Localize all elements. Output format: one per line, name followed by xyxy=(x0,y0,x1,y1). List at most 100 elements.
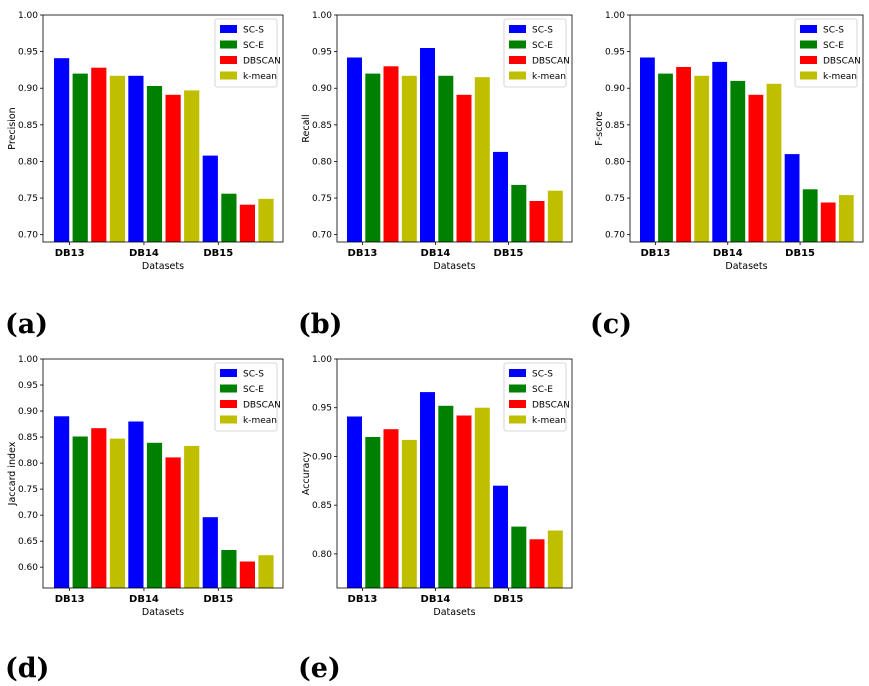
x-axis-label: Datasets xyxy=(142,607,184,618)
y-tick-label: 0.80 xyxy=(18,459,38,469)
legend-swatch xyxy=(220,25,237,33)
bar-k-mean-db15 xyxy=(258,555,274,588)
legend-label: SC-E xyxy=(823,41,844,51)
x-category-label: DB15 xyxy=(203,594,233,605)
y-axis-label: Precision xyxy=(7,107,18,149)
x-category-label: DB13 xyxy=(348,594,378,605)
bar-dbscan-db14 xyxy=(165,94,181,242)
bar-k-mean-db13 xyxy=(694,75,710,242)
x-category-label: DB13 xyxy=(55,594,85,605)
legend-swatch xyxy=(220,400,237,408)
bar-k-mean-db14 xyxy=(184,445,200,588)
bar-dbscan-db13 xyxy=(91,67,107,242)
legend-swatch xyxy=(800,25,817,33)
chart-panel-4: (d) 0.60 0.65 0.70 0.75 0.80 0.85 0.90 0.95 1.00 D… xyxy=(5,355,284,684)
legend-label: DBSCAN xyxy=(823,57,861,67)
y-tick-label: 0.70 xyxy=(312,231,332,241)
panel-label: (a) xyxy=(5,309,48,340)
y-tick-label: 0.70 xyxy=(18,231,38,241)
chart-panel-5: (e) 0.80 0.85 0.90 0.95 1.00 DB13 DB14 DB15 Datas… xyxy=(298,355,573,684)
bar-sc-s-db14 xyxy=(128,421,144,588)
x-category-label: DB15 xyxy=(494,594,524,605)
legend-label: SC-E xyxy=(243,385,264,395)
bar-sc-s-db13 xyxy=(54,58,70,243)
legend-label: SC-E xyxy=(532,385,553,395)
y-tick-label: 0.95 xyxy=(605,48,625,58)
legend-swatch xyxy=(220,384,237,393)
bar-sc-s-db13 xyxy=(640,57,655,242)
bar-k-mean-db15 xyxy=(258,198,274,242)
y-tick-label: 0.80 xyxy=(312,157,332,167)
x-category-label: DB15 xyxy=(203,248,233,259)
bar-sc-s-db15 xyxy=(493,151,508,242)
bar-k-mean-db14 xyxy=(184,90,200,243)
y-tick-label: 0.85 xyxy=(312,501,332,511)
y-tick-label: 0.75 xyxy=(18,485,38,495)
x-category-label: DB14 xyxy=(421,248,451,259)
y-tick-label: 0.90 xyxy=(312,84,332,94)
bar-sc-s-db14 xyxy=(128,75,144,242)
legend-swatch xyxy=(220,56,237,64)
panel-label: (c) xyxy=(590,309,632,340)
bar-sc-e-db13 xyxy=(365,437,381,588)
bar-sc-s-db13 xyxy=(347,57,362,242)
y-tick-label: 0.75 xyxy=(605,194,625,204)
legend-box xyxy=(503,18,567,88)
axes-frame xyxy=(336,358,573,589)
y-tick-label: 0.95 xyxy=(18,381,38,391)
bar-dbscan-db15 xyxy=(820,202,836,242)
bar-dbscan-db15 xyxy=(239,204,255,242)
y-tick-label: 1.00 xyxy=(312,11,332,21)
panel-label: (b) xyxy=(298,309,342,340)
legend-label: SC-E xyxy=(532,41,553,51)
legend-label: DBSCAN xyxy=(532,57,570,67)
y-tick-label: 0.90 xyxy=(18,84,38,94)
legend-label: k-mean xyxy=(243,72,277,82)
bar-dbscan-db13 xyxy=(676,67,691,242)
bar-sc-e-db15 xyxy=(221,550,237,588)
legend-swatch xyxy=(509,56,526,64)
x-category-label: DB13 xyxy=(55,248,85,259)
bar-sc-e-db15 xyxy=(511,526,527,588)
x-category-label: DB13 xyxy=(640,248,670,259)
bar-sc-s-db15 xyxy=(784,154,800,242)
y-tick-label: 1.00 xyxy=(312,355,332,365)
bar-dbscan-db13 xyxy=(91,428,107,588)
bar-sc-s-db13 xyxy=(347,416,362,588)
bar-k-mean-db14 xyxy=(474,77,490,242)
legend-label: DBSCAN xyxy=(243,57,281,67)
y-tick-label: 0.85 xyxy=(312,121,332,131)
bar-k-mean-db14 xyxy=(474,407,490,588)
bar-k-mean-db13 xyxy=(401,439,417,588)
bar-sc-e-db14 xyxy=(438,405,454,588)
legend-swatch xyxy=(220,40,237,49)
bar-k-mean-db15 xyxy=(547,530,563,588)
legend-label: SC-S xyxy=(532,26,553,36)
legend-label: k-mean xyxy=(243,416,277,426)
x-category-label: DB15 xyxy=(494,248,524,259)
legend-swatch xyxy=(509,71,526,80)
y-tick-label: 0.80 xyxy=(312,550,332,560)
bar-sc-e-db13 xyxy=(72,73,88,242)
legend-swatch xyxy=(220,415,237,424)
bar-dbscan-db14 xyxy=(165,457,181,588)
legend-box xyxy=(214,362,278,432)
y-tick-label: 0.90 xyxy=(312,452,332,462)
bar-sc-e-db14 xyxy=(146,442,163,588)
legend-swatch xyxy=(509,369,526,377)
bar-sc-s-db14 xyxy=(420,48,435,242)
x-category-label: DB13 xyxy=(348,248,378,259)
bar-sc-s-db15 xyxy=(202,155,218,242)
legend-swatch xyxy=(800,71,817,80)
bar-sc-e-db14 xyxy=(438,75,454,242)
y-tick-label: 0.75 xyxy=(18,194,38,204)
bar-sc-e-db15 xyxy=(221,193,237,242)
legend-label: SC-S xyxy=(823,26,844,36)
y-tick-label: 0.75 xyxy=(312,194,332,204)
x-category-label: DB14 xyxy=(421,594,451,605)
x-category-label: DB14 xyxy=(129,248,159,259)
bar-dbscan-db15 xyxy=(529,201,545,242)
legend-box xyxy=(794,18,858,88)
bar-sc-e-db14 xyxy=(730,80,746,243)
